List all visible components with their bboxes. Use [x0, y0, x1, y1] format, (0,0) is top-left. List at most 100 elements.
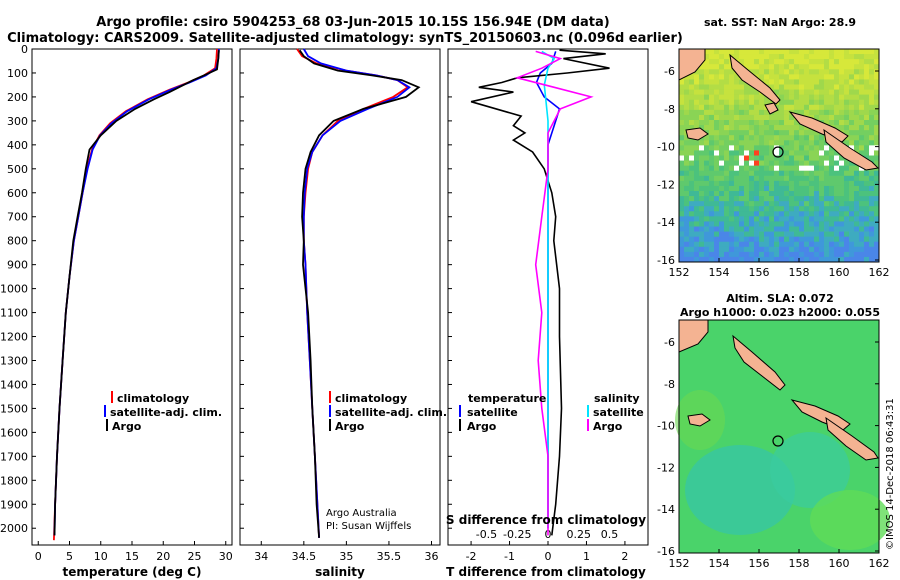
sst-cell: [749, 206, 754, 212]
sst-cell: [834, 191, 839, 197]
sst-cell: [739, 145, 744, 151]
sst-cell: [849, 69, 854, 75]
sst-cell: [714, 155, 719, 161]
sst-cell: [719, 114, 724, 121]
sst-cell: [724, 201, 729, 207]
map-x-tick-label: 156: [749, 557, 770, 570]
sst-cell: [854, 59, 859, 65]
sst-cell: [864, 191, 869, 197]
sst-cell: [819, 180, 824, 187]
sst-cell: [829, 216, 834, 222]
sst-cell: [779, 256, 784, 263]
sst-cell: [714, 59, 719, 65]
sst-cell: [769, 241, 774, 248]
sst-cell: [794, 211, 799, 217]
sst-cell: [679, 99, 684, 106]
sst-cell: [709, 155, 714, 161]
sst-cell: [804, 74, 809, 80]
sst-cell: [714, 175, 719, 182]
sst-cell: [729, 256, 734, 263]
sst-cell: [819, 145, 824, 151]
sst-cell: [784, 69, 789, 75]
sst-cell: [794, 236, 799, 243]
sst-cell: [779, 165, 784, 172]
sst-cell: [729, 231, 734, 237]
sst-cell: [799, 165, 804, 172]
sst-cell: [734, 94, 739, 101]
sst-cell: [789, 140, 794, 146]
sla-anomaly-patch: [810, 490, 890, 550]
sst-cell: [824, 69, 829, 75]
sst-cell: [769, 79, 774, 85]
sst-cell: [819, 196, 824, 202]
sst-cell: [874, 211, 879, 217]
sst-cell: [709, 84, 714, 90]
sst-cell: [799, 49, 804, 55]
sst-cell: [779, 89, 784, 95]
sst-cell: [824, 185, 829, 192]
sst-cell: [814, 251, 819, 258]
sst-cell: [814, 94, 819, 101]
sst-cell: [724, 165, 729, 172]
sst-cell: [829, 79, 834, 85]
sst-cell: [744, 49, 749, 55]
sst-cell: [854, 251, 859, 258]
sst-cell: [694, 216, 699, 222]
sst-cell: [839, 196, 844, 202]
sst-cell: [874, 175, 879, 182]
sst-cell: [764, 221, 769, 227]
sst-cell: [864, 256, 869, 263]
sst-cell: [689, 251, 694, 258]
sst-cell: [804, 64, 809, 70]
sst-cell: [874, 201, 879, 207]
sst-cell: [804, 130, 809, 136]
sst-cell: [734, 211, 739, 217]
sst-cell: [839, 226, 844, 232]
sst-cell: [684, 191, 689, 197]
sst-cell: [714, 125, 719, 131]
sst-cell: [699, 140, 704, 146]
sst-cell: [704, 236, 709, 243]
sst-cell: [709, 221, 714, 227]
sst-cell: [769, 54, 774, 60]
sst-cell: [679, 160, 684, 166]
sst-cell: [874, 79, 879, 85]
sst-cell: [789, 59, 794, 65]
sst-cell: [764, 211, 769, 217]
depth-tick-label: 600: [7, 187, 28, 200]
sst-cell: [829, 236, 834, 243]
sst-cell: [694, 145, 699, 151]
sst-cell: [804, 135, 809, 141]
sst-cell: [844, 231, 849, 237]
sst-cell: [869, 221, 874, 227]
sst-cell: [709, 145, 714, 151]
sst-cell: [804, 150, 809, 156]
sst-cell: [714, 226, 719, 232]
s-difference-xlabel: S difference from climatology: [446, 513, 646, 527]
sst-cell: [734, 104, 739, 111]
sst-cell: [744, 99, 749, 106]
sst-cell: [714, 191, 719, 197]
sst-cell: [834, 59, 839, 65]
sst-cell: [789, 94, 794, 101]
sst-cell: [809, 170, 814, 177]
sst-cell: [754, 99, 759, 106]
sst-cell: [709, 54, 714, 60]
sst-cell: [709, 191, 714, 197]
sst-cell: [744, 241, 749, 248]
sst-cell: [844, 185, 849, 192]
sst-cell: [874, 104, 879, 111]
depth-tick-label: 700: [7, 211, 28, 224]
sst-cell: [769, 216, 774, 222]
sst-cell: [739, 114, 744, 121]
sst-cell: [679, 231, 684, 237]
sst-cell: [759, 120, 764, 126]
sst-cell: [714, 180, 719, 187]
depth-tick-label: 0: [21, 43, 28, 56]
sst-cell: [784, 130, 789, 136]
sst-cell: [819, 59, 824, 65]
sst-cell: [709, 109, 714, 116]
sst-cell: [859, 120, 864, 126]
sst-cell: [729, 206, 734, 212]
sst-cell: [864, 59, 869, 65]
